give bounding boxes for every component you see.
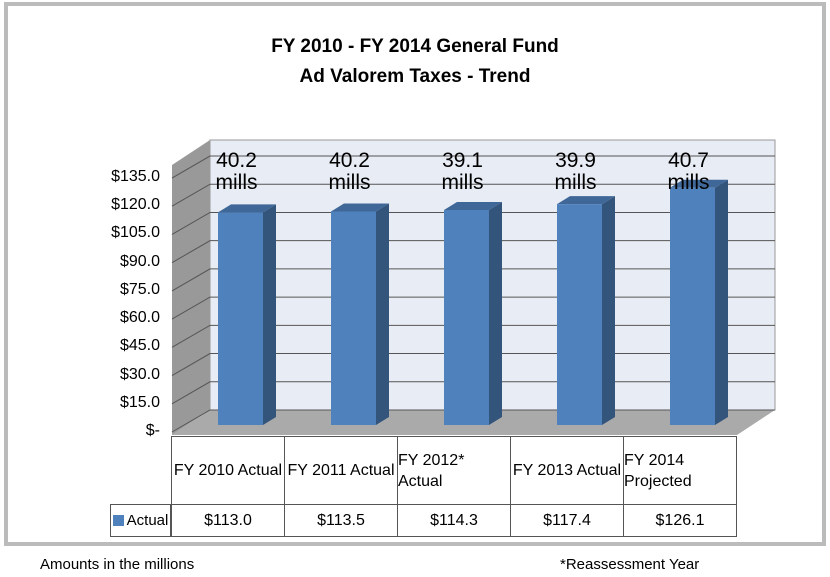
chart-subtitle: Ad Valorem Taxes - Trend — [299, 66, 531, 87]
data-table-value: $113.5 — [284, 504, 398, 537]
side-wall — [172, 140, 210, 435]
data-table-value: $117.4 — [510, 504, 624, 537]
y-tick-label: $120.0 — [111, 196, 160, 214]
data-table-value: $113.0 — [171, 504, 285, 537]
bar-side — [715, 179, 728, 425]
legend-swatch — [112, 515, 124, 526]
annotation: 39.9 mills — [554, 149, 597, 194]
bar — [218, 212, 263, 425]
bar — [331, 211, 376, 425]
data-table-value: $126.1 — [623, 504, 737, 537]
y-tick-label: $30.0 — [119, 365, 160, 383]
annotation: 40.2 mills — [215, 149, 258, 194]
y-tick-label: $135.0 — [111, 168, 160, 186]
bar-side — [376, 203, 389, 425]
x-tick-label: FY 2011 Actual — [284, 436, 398, 505]
y-tick-label: $90.0 — [119, 252, 160, 270]
bar-top — [444, 201, 502, 210]
y-tick-label: $15.0 — [119, 393, 160, 411]
bar-side — [263, 204, 276, 425]
legend-label: Actual — [126, 512, 169, 529]
bar-top — [557, 196, 615, 205]
x-tick-label: FY 2013 Actual — [510, 436, 624, 505]
bar-top — [218, 204, 276, 213]
bar-side — [489, 201, 502, 425]
footnote: *Reassessment Year — [560, 556, 700, 573]
chart-title: FY 2010 - FY 2014 General Fund — [271, 36, 559, 57]
y-tick-label: $105.0 — [111, 224, 160, 242]
x-tick-label: FY 2014 Projected — [623, 436, 737, 505]
grid-line — [171, 155, 775, 179]
bar-side — [602, 196, 615, 425]
footnote: Amounts in the millions — [40, 556, 195, 573]
x-tick-label: FY 2012* Actual — [397, 436, 511, 505]
legend: Actual — [110, 504, 171, 537]
y-tick-label: $- — [145, 422, 160, 439]
bar — [444, 209, 489, 425]
bar-top — [670, 179, 728, 188]
x-tick-label: FY 2010 Actual — [171, 436, 285, 505]
bar-top — [331, 203, 389, 212]
annotation: 39.1 mills — [441, 149, 484, 194]
annotation: 40.7 mills — [667, 149, 710, 194]
annotation: 40.2 mills — [328, 149, 371, 194]
y-tick-label: $45.0 — [119, 337, 160, 355]
data-table-value: $114.3 — [397, 504, 511, 537]
bar — [670, 187, 715, 425]
grid-line — [171, 183, 775, 207]
bar — [557, 204, 602, 425]
y-tick-label: $75.0 — [119, 280, 160, 298]
y-tick-label: $60.0 — [119, 309, 160, 327]
